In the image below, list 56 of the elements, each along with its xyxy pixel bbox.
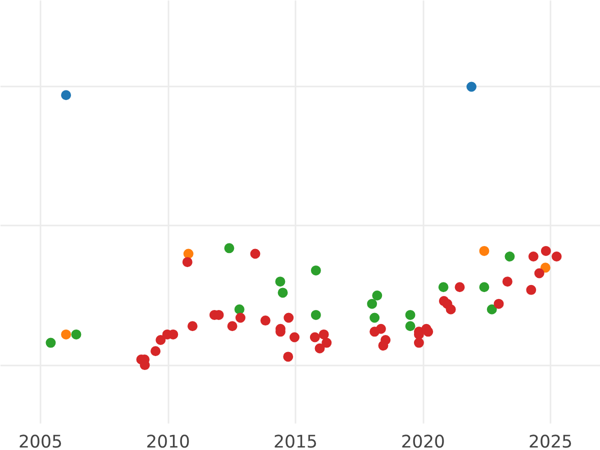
point <box>438 282 448 292</box>
point <box>183 248 194 259</box>
point <box>235 312 246 323</box>
point <box>188 321 198 332</box>
point <box>370 312 380 323</box>
point <box>526 284 536 295</box>
point <box>378 340 388 351</box>
point <box>314 343 325 354</box>
point <box>284 312 294 323</box>
point <box>310 265 321 276</box>
point <box>250 248 260 259</box>
x-tick-label: 2005 <box>18 432 63 450</box>
point <box>234 304 244 314</box>
point <box>504 252 515 262</box>
point <box>494 298 504 309</box>
point <box>466 82 476 92</box>
x-tick-label: 2015 <box>273 432 318 450</box>
point <box>224 243 234 254</box>
point <box>275 276 286 287</box>
x-tick-label: 2020 <box>400 432 446 450</box>
point <box>502 276 512 287</box>
point <box>61 90 72 100</box>
point <box>322 338 332 348</box>
point <box>486 304 497 314</box>
point <box>310 332 320 342</box>
point <box>446 304 456 314</box>
point <box>540 262 550 273</box>
point <box>414 338 424 348</box>
point <box>405 310 416 320</box>
point <box>534 268 544 278</box>
point <box>454 282 465 292</box>
point <box>150 346 161 356</box>
point <box>182 257 192 268</box>
x-tick-label: 2010 <box>146 432 190 450</box>
point <box>372 290 382 300</box>
point <box>290 332 300 342</box>
point <box>310 310 321 320</box>
point <box>227 321 238 332</box>
point <box>318 329 329 340</box>
point <box>479 246 490 256</box>
point <box>479 282 490 292</box>
point <box>528 252 538 262</box>
point <box>367 298 378 309</box>
point <box>71 329 82 340</box>
point <box>552 252 562 262</box>
point <box>283 352 294 362</box>
point <box>61 329 72 340</box>
point <box>540 246 551 256</box>
point <box>260 316 270 326</box>
point <box>370 326 380 337</box>
point <box>156 335 166 346</box>
point <box>46 338 56 348</box>
point <box>278 288 288 298</box>
x-tick-label: 2025 <box>528 432 573 450</box>
point <box>423 326 434 337</box>
point <box>405 321 416 332</box>
